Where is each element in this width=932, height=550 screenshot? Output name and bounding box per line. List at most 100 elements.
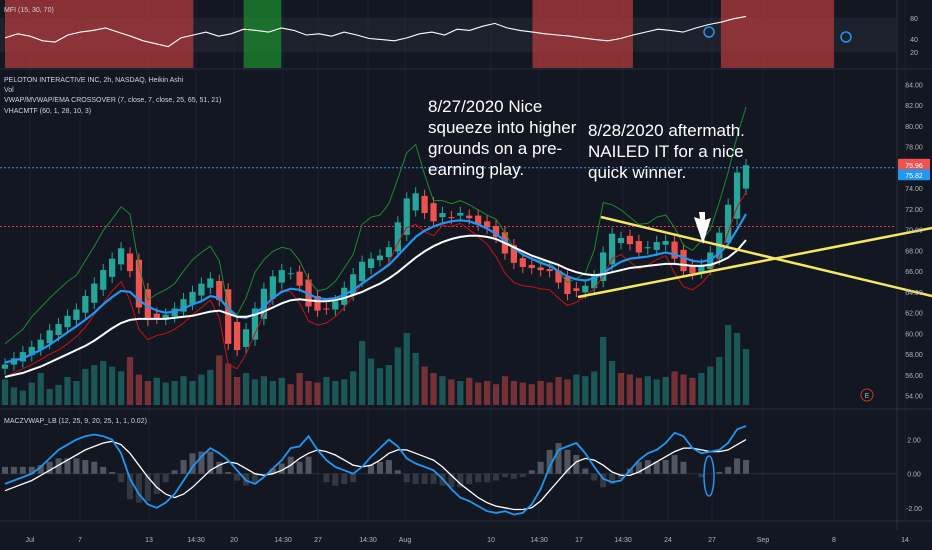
- volume-bar: [10, 387, 18, 405]
- volume-bar: [653, 379, 660, 405]
- volume-bar: [689, 377, 696, 405]
- candle-body: [82, 296, 89, 313]
- candle-body: [698, 264, 705, 273]
- x-tick-label: 14:30: [359, 537, 377, 544]
- candle-body: [582, 285, 589, 293]
- price-badge: [898, 158, 930, 170]
- volume-bar: [314, 382, 321, 405]
- macz-histogram-bar: [716, 472, 723, 474]
- macz-histogram-bar: [698, 473, 705, 478]
- candle-body: [64, 315, 71, 328]
- volume-bar: [225, 363, 232, 405]
- candle-body: [242, 329, 250, 347]
- x-tick-label: 14:30: [614, 537, 632, 544]
- volume-bar: [332, 381, 339, 405]
- macz-histogram-bar: [582, 468, 589, 474]
- candle-body: [457, 213, 464, 216]
- indicator-line-green: [4, 106, 747, 345]
- candle-body: [269, 276, 276, 299]
- volume-bar: [591, 371, 598, 405]
- volume-bar: [296, 373, 303, 405]
- volume-bar: [260, 376, 268, 405]
- volume-bar: [582, 376, 589, 405]
- candle-body: [466, 215, 473, 219]
- candle-body: [350, 274, 357, 295]
- macz-histogram-bar: [635, 461, 642, 474]
- candle-body: [287, 273, 294, 275]
- volume-bar: [189, 381, 196, 405]
- macz-histogram-bar: [260, 473, 267, 476]
- volume-bar: [483, 381, 491, 405]
- macz-histogram-bar: [600, 473, 607, 488]
- candle-body: [225, 289, 232, 344]
- macz-histogram-bar: [609, 473, 616, 484]
- x-tick-label: 14: [901, 537, 909, 544]
- x-tick-label: 8: [832, 537, 836, 544]
- indicator-line-blue: [4, 213, 747, 364]
- x-tick-label: 20: [230, 537, 238, 544]
- volume-bar: [644, 376, 651, 405]
- macz-signal-line: [4, 439, 747, 511]
- volume-bar: [376, 368, 384, 405]
- candle-body: [546, 269, 553, 272]
- volume-bar: [546, 382, 553, 405]
- mfi-highlight-circle: [840, 31, 852, 43]
- volume-bar: [46, 389, 53, 405]
- x-tick-label: 24: [664, 537, 672, 544]
- macz-histogram-bar: [171, 470, 178, 474]
- volume-bar: [707, 366, 714, 405]
- x-tick-label: 14:30: [274, 537, 292, 544]
- x-tick-label: Jul: [26, 537, 35, 544]
- price-badge: [898, 169, 930, 181]
- candle-body: [439, 213, 446, 218]
- x-tick-label: 14:30: [530, 537, 548, 544]
- mfi-zone-overbought: [5, 0, 194, 68]
- macz-histogram-bar: [591, 473, 598, 481]
- macz-histogram-bar: [234, 473, 241, 481]
- macz-histogram-bar: [555, 443, 562, 474]
- macz-histogram-bar: [225, 472, 232, 474]
- macz-histogram-bar: [144, 473, 151, 501]
- candle-body: [528, 264, 535, 269]
- candle-body: [510, 245, 518, 263]
- candle-body: [162, 314, 169, 319]
- candle-body: [608, 233, 616, 265]
- macz-histogram-bar: [207, 451, 214, 474]
- price-y-tick: 74.00: [905, 186, 923, 193]
- macz-legend: MACZVWAP_LB (12, 25, 9, 20, 25, 1, 1, 0.…: [4, 418, 147, 425]
- vwap-legend: VWAP/MVWAP/EMA CROSSOVER (7, close, 7, c…: [4, 97, 222, 104]
- macz-histogram-bar: [2, 466, 8, 474]
- volume-bar: [19, 390, 26, 405]
- volume-bar: [126, 357, 134, 405]
- volume-bar: [64, 377, 71, 405]
- macz-histogram-bar: [466, 473, 473, 484]
- candle-body: [91, 283, 98, 303]
- macz-histogram-bar: [564, 449, 571, 474]
- x-tick-label: 27: [708, 537, 716, 544]
- macz-histogram-bar: [493, 473, 500, 481]
- volume-bar: [716, 357, 723, 405]
- volume-bar: [82, 369, 89, 405]
- macz-histogram-bar: [109, 472, 116, 474]
- candle-body: [555, 270, 562, 283]
- macz-histogram-bar: [64, 458, 71, 474]
- volume-bar: [617, 373, 625, 405]
- volume-bar: [528, 384, 535, 405]
- volume-bar: [367, 358, 375, 405]
- volume-bar: [680, 374, 687, 405]
- price-y-tick: 66.00: [905, 269, 923, 276]
- macz-y-tick: -2.00: [906, 506, 922, 513]
- volume-bar: [73, 381, 80, 405]
- price-panel: E: [0, 106, 932, 402]
- candle-body: [46, 330, 53, 344]
- candle-body: [109, 258, 116, 277]
- candle-body: [492, 225, 500, 237]
- macz-histogram-bar: [28, 466, 35, 474]
- x-tick-label: 10: [487, 537, 495, 544]
- candle-body: [135, 259, 143, 308]
- candle-body: [403, 198, 410, 235]
- mfi-highlight-circle: [703, 26, 715, 38]
- candle-body: [296, 271, 303, 286]
- candle-body: [689, 264, 696, 274]
